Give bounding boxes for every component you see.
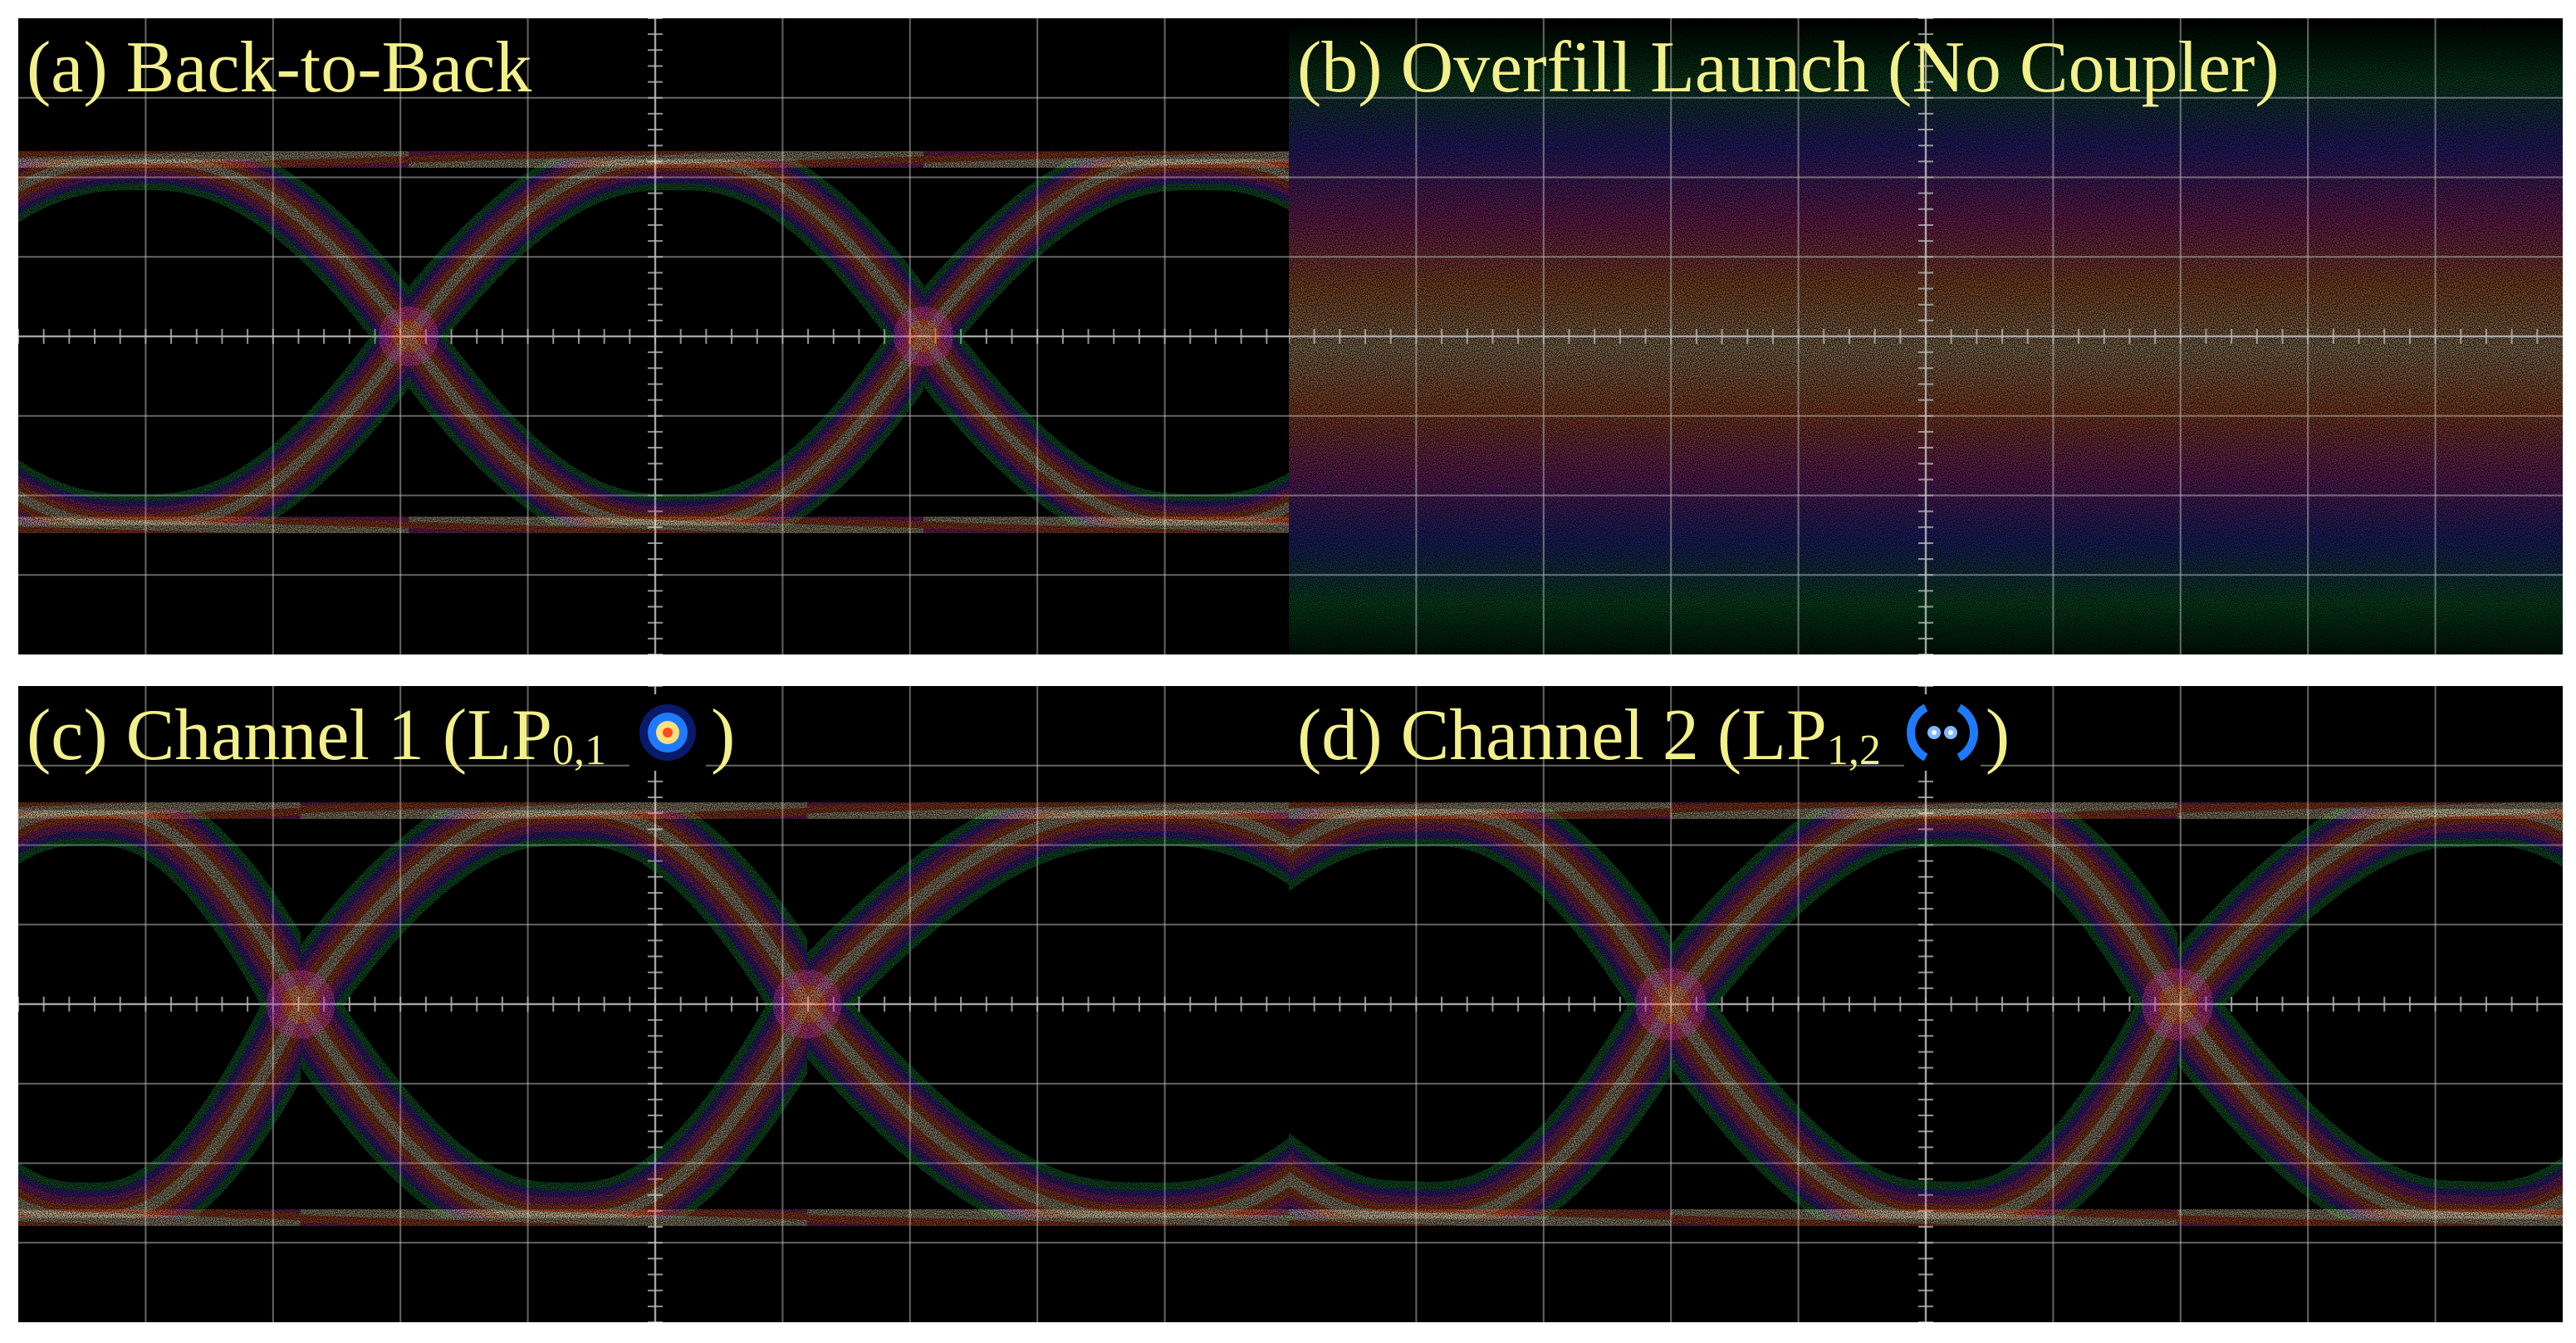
panel-d-label: (d) Channel 2 (LP1,2 )	[1297, 686, 2010, 801]
eye-diagram-panel-c: (c) Channel 1 (LP0,1 )	[18, 686, 1292, 1322]
lp01-mode-icon	[629, 694, 706, 771]
eye-diagram-d	[1289, 686, 2563, 1322]
panel-b-label: (b) Overfill Launch (No Coupler)	[1297, 27, 2280, 108]
eye-diagram-panel-d: (d) Channel 2 (LP1,2 )	[1289, 686, 2563, 1322]
panel-d-label-sub: 1,2	[1826, 727, 1881, 774]
scope-grid	[1289, 18, 2563, 654]
panel-c-label-suffix: )	[710, 695, 736, 776]
panel-a-label: (a) Back-to-Back	[27, 27, 532, 108]
lp12-mode-icon	[1903, 694, 1981, 771]
eye-diagram-a	[18, 18, 1292, 654]
panel-c-label-sub: 0,1	[551, 727, 606, 774]
panel-d-label-suffix: )	[1985, 695, 2010, 776]
panel-d-label-prefix: (d) Channel 2 (LP	[1297, 695, 1827, 776]
eye-diagram-panel-a: (a) Back-to-Back	[18, 18, 1292, 654]
eye-diagram-b	[1289, 18, 2563, 654]
panel-c-label: (c) Channel 1 (LP0,1 )	[27, 686, 735, 801]
eye-diagram-c	[18, 686, 1292, 1322]
panel-c-label-prefix: (c) Channel 1 (LP	[27, 695, 552, 776]
eye-diagram-panel-b: (b) Overfill Launch (No Coupler)	[1289, 18, 2563, 654]
